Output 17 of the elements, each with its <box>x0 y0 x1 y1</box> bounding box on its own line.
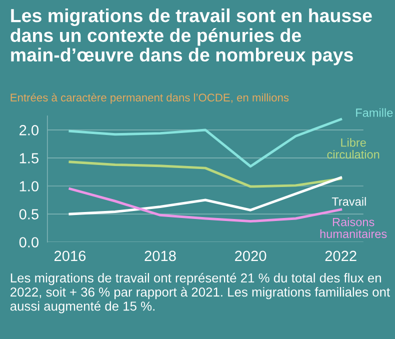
line-series <box>68 160 342 188</box>
y-tick-label: 0.0 <box>19 237 38 248</box>
y-tick-label: 2.0 <box>20 125 38 136</box>
x-tick-label: 2020 <box>235 250 266 262</box>
chart-title: Les migrations de travail sont en hausse dans un contexte de pénuries de main-d’œuvre dans de nombreux pays <box>10 8 372 66</box>
series-label: Libre circulation <box>327 138 380 159</box>
series-label: Famille <box>356 108 393 117</box>
y-tick-label: 1.5 <box>20 153 38 164</box>
series-label: Travail <box>332 197 366 206</box>
series-label: Raisons humanitaires <box>320 218 387 238</box>
x-tick-label: 2018 <box>144 250 176 262</box>
x-tick-label: 2016 <box>54 250 86 262</box>
x-tick-label: 2022 <box>325 250 356 262</box>
text: Les migrations de travail ont représenté 21 % du total des flux en 2022, soit + 36 % par rapport à 2021. Les migrations familiales ont aussi augmenté de 15 %. <box>10 272 390 314</box>
y-tick-label: 0.5 <box>19 209 38 220</box>
chart-subtitle: Entrées à caractère permanent dans l’OCDE, en millions <box>10 93 289 104</box>
y-tick-label: 1.0 <box>20 181 38 192</box>
